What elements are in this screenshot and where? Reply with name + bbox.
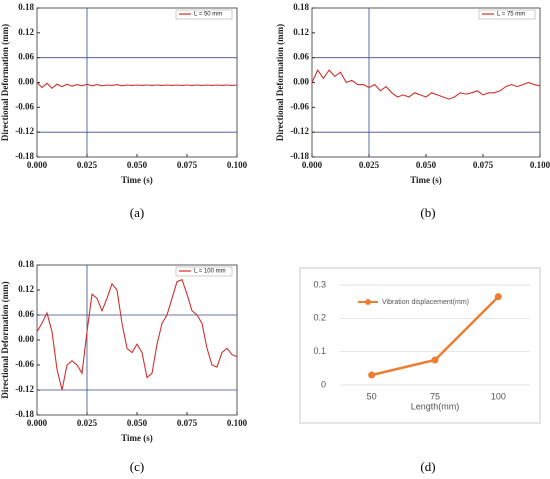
y-tick-label: -0.18 (15, 409, 34, 419)
legend-label: Vibration displacement(mm) (382, 299, 469, 306)
x-tick-label: 0.050 (127, 160, 148, 170)
y-tick-label: 0.00 (293, 77, 309, 87)
y-tick-label: 0.1 (313, 346, 326, 356)
legend-label: L = 75 mm (497, 12, 525, 18)
y-tick-label: -0.06 (15, 101, 34, 111)
x-axis-label: Length(mm) (411, 401, 460, 411)
panel-label: (d) (420, 459, 435, 474)
data-point (494, 293, 502, 301)
chart-panel: 0 0.1 0.2 0.3 50 75 100 Length(mm) Vibration dis… (299, 267, 541, 424)
y-tick-label: 0.12 (293, 27, 309, 37)
x-tick-label: 0.025 (359, 160, 380, 170)
y-tick-label: 0.2 (313, 313, 326, 323)
legend-label: L = 50 mm (194, 12, 222, 18)
legend-label: L = 100 mm (194, 269, 226, 275)
y-tick-label: -0.06 (290, 101, 309, 111)
x-tick-label: 0.100 (530, 160, 550, 170)
data-point (431, 356, 439, 364)
x-tick-label: 0.000 (302, 160, 323, 170)
x-tick-label: 0.000 (27, 160, 48, 170)
x-tick-label: 0.075 (177, 418, 198, 428)
x-tick-label: 0.100 (227, 160, 248, 170)
legend-marker (365, 299, 371, 305)
y-tick-label: 0.06 (18, 309, 34, 319)
x-tick-label: 0.050 (416, 160, 437, 170)
y-tick-label: 0 (321, 379, 326, 389)
panel-label: (b) (420, 205, 435, 220)
y-tick-label: 0.3 (313, 279, 326, 289)
data-line (311, 68, 541, 100)
y-axis-label: Directional Deformation (mm) (0, 24, 10, 141)
x-axis-label: Time (s) (121, 175, 153, 185)
data-point (368, 371, 376, 379)
data-line (36, 82, 238, 90)
data-line (36, 278, 238, 391)
x-tick-label: 0.050 (127, 418, 148, 428)
legend-box (175, 266, 233, 277)
x-axis-label: Time (s) (121, 433, 153, 443)
y-tick-label: 0.18 (18, 259, 34, 269)
y-axis-label: Directional Deformation (mm) (275, 24, 285, 141)
chart-panel: -0.18 -0.12 -0.06 0.00 0.06 0.12 0.18 0.000 0.02… (0, 2, 248, 185)
x-tick-label: 100 (491, 391, 506, 401)
y-tick-label: 0.18 (293, 2, 309, 12)
x-axis-label: Time (s) (410, 175, 442, 185)
x-tick-label: 0.075 (473, 160, 494, 170)
x-tick-label: 50 (367, 391, 377, 401)
y-tick-label: 0.12 (18, 284, 34, 294)
y-tick-label: -0.12 (15, 126, 34, 136)
y-tick-label: 0.06 (293, 52, 309, 62)
y-tick-label: -0.12 (290, 126, 309, 136)
y-tick-label: 0.00 (18, 334, 34, 344)
legend-box (175, 9, 233, 20)
plot-frame (36, 7, 238, 158)
x-tick-label: 0.100 (227, 418, 248, 428)
y-tick-label: 0.18 (18, 2, 34, 12)
x-tick-label: 0.000 (27, 418, 48, 428)
y-axis-label: Directional Deformation (mm) (0, 281, 10, 398)
y-tick-label: -0.18 (15, 151, 34, 161)
y-tick-label: -0.12 (15, 384, 34, 394)
y-tick-label: -0.06 (15, 359, 34, 369)
x-tick-label: 75 (430, 391, 440, 401)
chart-panel: -0.18 -0.12 -0.06 0.00 0.06 0.12 0.18 0.000 0.02… (0, 259, 248, 443)
legend-box (478, 9, 536, 20)
x-tick-label: 0.025 (77, 160, 98, 170)
y-tick-label: -0.18 (290, 151, 309, 161)
y-tick-label: 0.06 (18, 52, 34, 62)
panel-label: (c) (130, 459, 144, 474)
x-tick-label: 0.025 (77, 418, 98, 428)
panel-label: (a) (130, 205, 144, 220)
x-tick-label: 0.075 (177, 160, 198, 170)
chart-panel: -0.18 -0.12 -0.06 0.00 0.06 0.12 0.18 0.000 0.02… (275, 2, 550, 185)
y-tick-label: 0.12 (18, 27, 34, 37)
plot-frame (36, 264, 238, 416)
y-tick-label: 0.00 (18, 77, 34, 87)
